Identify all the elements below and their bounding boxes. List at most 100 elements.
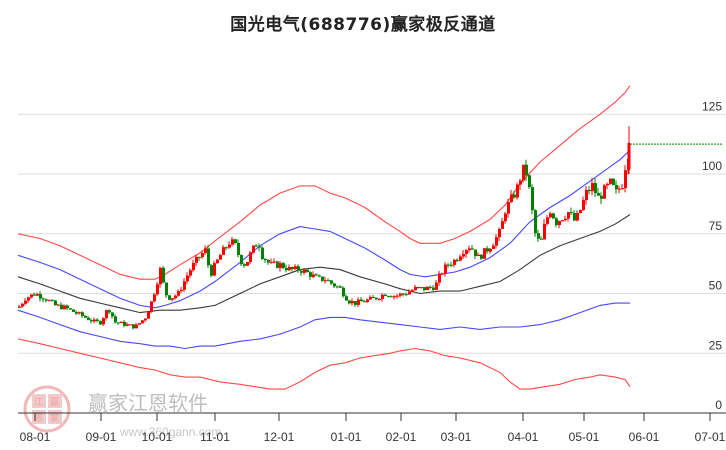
- candle-up: [543, 223, 546, 240]
- candle-down: [42, 298, 45, 300]
- candle-up: [177, 291, 180, 296]
- candle-up: [561, 220, 564, 222]
- candle-down: [615, 184, 618, 190]
- candle-up: [603, 185, 606, 199]
- candle-down: [90, 320, 93, 322]
- lower_inner_band-line: [17, 302, 630, 350]
- candle-up: [357, 299, 360, 305]
- candle-down: [297, 266, 300, 271]
- candle-down: [108, 310, 111, 313]
- x-tick-label: 04-01: [508, 430, 539, 444]
- candle-up: [129, 324, 132, 326]
- candle-up: [501, 221, 504, 229]
- candle-down: [243, 264, 246, 266]
- y-tick-label: 100: [702, 159, 722, 173]
- candle-up: [465, 250, 468, 254]
- x-tick-label: 01-01: [331, 430, 362, 444]
- candle-up: [57, 304, 60, 306]
- candle-down: [291, 267, 294, 269]
- y-tick-label: 75: [709, 219, 723, 233]
- candle-up: [477, 254, 480, 257]
- candle-down: [234, 239, 237, 243]
- candle-down: [354, 301, 357, 305]
- candle-down: [72, 309, 75, 312]
- candle-up: [519, 180, 522, 185]
- candle-down: [531, 187, 534, 211]
- candle-down: [336, 286, 339, 288]
- candle-down: [417, 286, 420, 288]
- candle-up: [393, 296, 396, 298]
- candle-down: [447, 264, 450, 266]
- candle-up: [303, 269, 306, 273]
- candle-down: [327, 280, 330, 282]
- candle-up: [408, 291, 411, 295]
- candle-up: [204, 248, 207, 254]
- candle-up: [201, 253, 204, 258]
- y-tick-label: 0: [715, 398, 722, 412]
- candle-up: [195, 256, 198, 263]
- candle-up: [180, 289, 183, 292]
- candle-up: [213, 263, 216, 276]
- candle-up: [21, 303, 24, 307]
- candle-down: [573, 212, 576, 221]
- candle-up: [498, 228, 501, 238]
- candle-up: [504, 213, 507, 222]
- candle-up: [567, 212, 570, 219]
- candle-up: [156, 284, 159, 295]
- candle-up: [549, 213, 552, 218]
- candle-down: [588, 189, 591, 192]
- candle-up: [591, 183, 594, 192]
- candle-up: [378, 298, 381, 300]
- candle-up: [153, 294, 156, 302]
- candle-up: [444, 264, 447, 274]
- candle-up: [231, 239, 234, 245]
- candle-down: [537, 233, 540, 239]
- candle-up: [558, 220, 561, 225]
- candle-down: [384, 294, 387, 296]
- x-tick-label: 06-01: [629, 430, 660, 444]
- candle-up: [585, 189, 588, 201]
- candle-up: [564, 218, 567, 221]
- candle-down: [555, 218, 558, 225]
- candle-down: [594, 183, 597, 194]
- candle-up: [492, 245, 495, 249]
- candle-up: [105, 310, 108, 319]
- candle-down: [81, 312, 84, 316]
- candle-up: [627, 142, 631, 170]
- candle-up: [618, 188, 621, 190]
- candle-down: [345, 296, 348, 301]
- candle-up: [36, 294, 39, 296]
- candle-down: [363, 301, 366, 303]
- candle-down: [525, 164, 528, 176]
- candle-down: [423, 287, 426, 291]
- candle-down: [309, 272, 312, 277]
- candle-up: [426, 286, 429, 291]
- candle-up: [288, 267, 291, 271]
- candle-up: [141, 320, 144, 324]
- upper_inner_band-line: [17, 149, 631, 309]
- candle-down: [162, 267, 165, 283]
- candle-down: [255, 245, 258, 247]
- candle-down: [360, 299, 363, 302]
- candle-up: [144, 318, 147, 321]
- candle-up: [216, 259, 219, 264]
- candle-down: [474, 249, 477, 257]
- candle-up: [270, 261, 273, 263]
- candle-up: [312, 274, 315, 277]
- candle-down: [111, 312, 114, 317]
- candle-up: [414, 286, 417, 291]
- x-tick-label: 10-01: [142, 430, 173, 444]
- candle-up: [576, 213, 579, 221]
- candle-down: [432, 287, 435, 290]
- candle-down: [333, 283, 336, 287]
- candle-down: [387, 295, 390, 297]
- candle-down: [210, 265, 213, 276]
- candle-up: [18, 306, 21, 308]
- candle-down: [258, 246, 261, 248]
- candle-down: [66, 305, 69, 309]
- candle-down: [456, 259, 459, 261]
- candle-down: [132, 324, 135, 329]
- candle-up: [516, 184, 519, 198]
- candle-up: [126, 324, 129, 326]
- candle-up: [222, 247, 225, 256]
